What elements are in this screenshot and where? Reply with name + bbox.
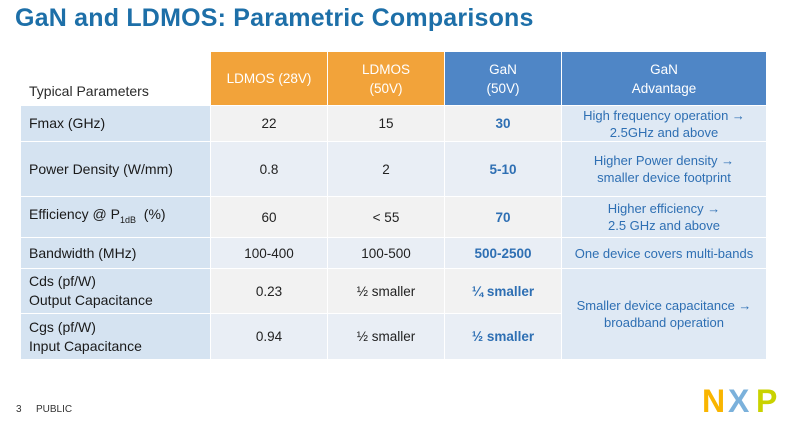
cell-advantage: High frequency operation → 2.5GHz and abo… — [562, 106, 767, 142]
cell-ldmos50: ½ smaller — [328, 269, 445, 314]
cell-gan: 5-10 — [445, 142, 562, 197]
header-gan-advantage: GaN Advantage — [562, 52, 767, 106]
cell-ldmos28: 22 — [211, 106, 328, 142]
row-param-power-density: Power Density (W/mm) — [21, 142, 211, 197]
advantage-line2: broadband operation — [604, 315, 724, 330]
cell-gan: 500-2500 — [445, 238, 562, 269]
cell-advantage-merged: Smaller device capacitance → broadband op… — [562, 269, 767, 360]
header-ldmos-50v-line2: (50V) — [369, 80, 403, 96]
page-number: 3 — [16, 404, 22, 415]
efficiency-subscript: 1dB — [120, 214, 137, 225]
header-ldmos-28v-label: LDMOS (28V) — [226, 71, 312, 86]
advantage-line2: 2.5GHz and above — [609, 124, 719, 140]
cell-gan: 70 — [445, 197, 562, 238]
efficiency-label: Efficiency @ P — [29, 205, 120, 222]
cell-gan: ½ smaller — [445, 314, 562, 360]
cell-gan: ¼ smaller — [445, 269, 562, 314]
advantage-line2: 2.5 GHz and above — [607, 218, 721, 233]
table-row: Fmax (GHz) 22 15 30 High frequency opera… — [21, 106, 767, 142]
classification-label: PUBLIC — [36, 404, 73, 415]
advantage-line1: Higher Power density → — [593, 153, 735, 168]
cgs-label-line1: Cgs (pf/W) — [29, 318, 96, 335]
cell-advantage: Higher efficiency → 2.5 GHz and above — [562, 197, 767, 238]
row-param-bandwidth: Bandwidth (MHz) — [21, 238, 211, 269]
logo-n: N — [702, 384, 725, 416]
cell-ldmos50: 2 — [328, 142, 445, 197]
cell-ldmos28: 0.23 — [211, 269, 328, 314]
cell-ldmos28: 60 — [211, 197, 328, 238]
header-ldmos-28v: LDMOS (28V) — [211, 52, 328, 106]
cell-ldmos50: < 55 — [328, 197, 445, 238]
cell-ldmos28: 100-400 — [211, 238, 328, 269]
table-header-row: Typical Parameters LDMOS (28V) LDMOS (50V… — [21, 52, 767, 106]
advantage-line1: Smaller device capacitance → — [576, 298, 752, 313]
logo-p: P — [756, 384, 777, 416]
row-param-efficiency: Efficiency @ P1dB (%) — [21, 197, 211, 238]
header-gan-50v-line1: GaN — [489, 61, 517, 77]
header-gan-50v: GaN (50V) — [445, 52, 562, 106]
table-row: Power Density (W/mm) 0.8 2 5-10 Higher P… — [21, 142, 767, 197]
advantage-line1: Higher efficiency → — [607, 201, 721, 216]
page-title: GaN and LDMOS: Parametric Comparisons — [15, 4, 534, 32]
header-typical-parameters: Typical Parameters — [21, 52, 211, 106]
table-row: Cds (pf/W) Output Capacitance 0.23 ½ smal… — [21, 269, 767, 360]
header-gan-advantage-line1: GaN — [650, 61, 678, 77]
cell-advantage: One device covers multi-bands — [562, 238, 767, 269]
cell-ldmos50: ½ smaller — [328, 314, 445, 360]
cell-ldmos28: 0.8 — [211, 142, 328, 197]
advantage-line1: High frequency operation → — [583, 107, 745, 123]
cell-advantage: Higher Power density → smaller device foo… — [562, 142, 767, 197]
cell-ldmos50: 15 — [328, 106, 445, 142]
header-gan-50v-line2: (50V) — [486, 80, 520, 96]
cds-label-line1: Cds (pf/W) — [29, 273, 96, 289]
table-row: Bandwidth (MHz) 100-400 100-500 500-2500… — [21, 238, 767, 269]
cgs-label-line2: Input Capacitance — [29, 337, 142, 354]
cds-label-line2: Output Capacitance — [29, 292, 153, 308]
efficiency-unit: (%) — [136, 205, 166, 222]
row-param-cgs: Cgs (pf/W) Input Capacitance — [21, 314, 211, 360]
header-ldmos-50v-line1: LDMOS — [361, 61, 410, 77]
nxp-logo: N X P — [702, 384, 777, 416]
cell-ldmos50: 100-500 — [328, 238, 445, 269]
cell-gan: 30 — [445, 106, 562, 142]
row-param-fmax: Fmax (GHz) — [21, 106, 211, 142]
table-row: Efficiency @ P1dB (%) 60 < 55 70 Higher … — [21, 197, 767, 238]
row-param-cds: Cds (pf/W) Output Capacitance — [21, 269, 211, 314]
comparison-table: Typical Parameters LDMOS (28V) LDMOS (50V… — [21, 52, 767, 360]
header-ldmos-50v: LDMOS (50V) — [328, 52, 445, 106]
cell-ldmos28: 0.94 — [211, 314, 328, 360]
logo-x: X — [728, 384, 750, 416]
header-gan-advantage-line2: Advantage — [631, 80, 697, 96]
advantage-line2: smaller device footprint — [597, 170, 731, 185]
table-row: Cgs (pf/W) Input Capacitance 0.94 ½ small… — [21, 314, 767, 360]
